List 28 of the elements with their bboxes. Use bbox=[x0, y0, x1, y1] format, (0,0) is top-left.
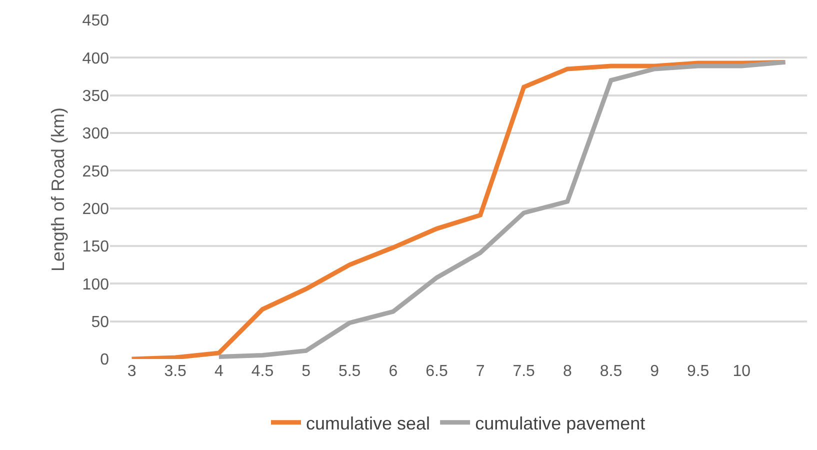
x-tick-label: 10 bbox=[732, 363, 751, 380]
x-tick-label: 6.5 bbox=[426, 363, 448, 380]
y-tick-label: 0 bbox=[100, 352, 110, 369]
y-tick-label: 100 bbox=[82, 276, 110, 294]
y-tick-label: 450 bbox=[82, 12, 110, 30]
y-axis-title: Length of Road (km) bbox=[48, 107, 68, 272]
y-tick-label: 50 bbox=[91, 314, 110, 331]
x-tick-label: 6 bbox=[388, 363, 398, 380]
x-tick-label: 9.5 bbox=[686, 363, 710, 380]
y-tick-label: 400 bbox=[82, 50, 110, 68]
legend-label: cumulative seal bbox=[306, 413, 430, 434]
x-tick-label: 7.5 bbox=[512, 363, 536, 380]
y-tick-label: 300 bbox=[82, 126, 110, 143]
x-tick-label: 3 bbox=[127, 363, 136, 380]
x-tick-label: 4 bbox=[214, 363, 224, 380]
x-tick-label: 8 bbox=[562, 363, 572, 380]
x-tick-label: 5 bbox=[302, 363, 311, 380]
y-tick-label: 250 bbox=[82, 163, 110, 180]
y-tick-label: 150 bbox=[82, 238, 110, 256]
x-tick-label: 5.5 bbox=[338, 363, 361, 380]
legend-label: cumulative pavement bbox=[475, 413, 646, 434]
y-tick-label: 350 bbox=[82, 88, 110, 105]
x-tick-label: 8.5 bbox=[600, 363, 622, 380]
x-tick-label: 3.5 bbox=[164, 363, 187, 380]
x-tick-label: 4.5 bbox=[251, 363, 274, 380]
y-tick-label: 200 bbox=[82, 200, 110, 218]
x-tick-label: 7 bbox=[476, 363, 485, 380]
x-tick-label: 9 bbox=[650, 363, 660, 380]
